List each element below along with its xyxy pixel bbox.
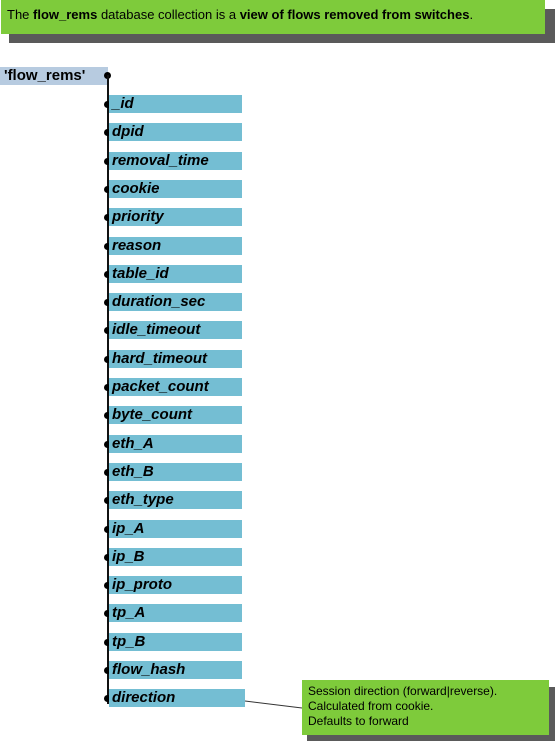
field-idle-timeout: idle_timeout — [109, 321, 242, 339]
header-note-collection: flow_rems — [33, 7, 98, 22]
field-tp-A: tp_A — [109, 604, 242, 622]
annotation-line-1: Session direction (forward|reverse). — [308, 684, 498, 698]
field-connector-dot — [104, 129, 111, 136]
field-connector-dot — [104, 667, 111, 674]
field-connector-dot — [104, 695, 111, 702]
field-ip-A: ip_A — [109, 520, 242, 538]
header-note-prefix: The — [7, 7, 34, 22]
field-eth-B: eth_B — [109, 463, 242, 481]
field-connector-dot — [104, 158, 111, 165]
field-reason: reason — [109, 237, 242, 255]
field-connector-dot — [104, 384, 111, 391]
field-connector-dot — [104, 243, 111, 250]
field-connector-dot — [104, 214, 111, 221]
field-ip-proto: ip_proto — [109, 576, 242, 594]
field-connector-dot — [104, 554, 111, 561]
direction-annotation: Session direction (forward|reverse). Cal… — [302, 680, 549, 735]
field-cookie: cookie — [109, 180, 242, 198]
field-table-id: table_id — [109, 265, 242, 283]
field-connector-dot — [104, 441, 111, 448]
field-direction: direction — [109, 689, 245, 707]
header-note-suffix: . — [469, 7, 474, 22]
annotation-line-3: Defaults to forward — [308, 714, 409, 728]
field-hard-timeout: hard_timeout — [109, 350, 242, 368]
field-eth-A: eth_A — [109, 435, 242, 453]
field-connector-dot — [104, 271, 111, 278]
field-byte-count: byte_count — [109, 406, 242, 424]
field-priority: priority — [109, 208, 242, 226]
field-connector-dot — [104, 639, 111, 646]
field-eth-type: eth_type — [109, 491, 242, 509]
field-connector-dot — [104, 186, 111, 193]
field-connector-dot — [104, 610, 111, 617]
field-connector-dot — [104, 356, 111, 363]
header-note-shadow: The flow_rems database collection is a v… — [1, 0, 555, 43]
field-connector-dot — [104, 582, 111, 589]
field-flow-hash: flow_hash — [109, 661, 242, 679]
field-packet-count: packet_count — [109, 378, 242, 396]
header-note-emphasis: view of flows removed from switches — [239, 7, 470, 22]
header-note-middle: database collection is a — [97, 7, 240, 22]
field-ip-B: ip_B — [109, 548, 242, 566]
field-connector-dot — [104, 101, 111, 108]
field-removal-time: removal_time — [109, 152, 242, 170]
annotation-line-2: Calculated from cookie. — [308, 699, 434, 713]
field-tp-B: tp_B — [109, 633, 242, 651]
field-dpid: dpid — [109, 123, 242, 141]
field-connector-dot — [104, 327, 111, 334]
collection-root: 'flow_rems' — [0, 67, 108, 85]
header-note: The flow_rems database collection is a v… — [1, 0, 545, 34]
field-connector-dot — [104, 526, 111, 533]
field-connector-dot — [104, 412, 111, 419]
field-connector-dot — [104, 497, 111, 504]
field-duration-sec: duration_sec — [109, 293, 242, 311]
field-id: _id — [109, 95, 242, 113]
field-connector-dot — [104, 469, 111, 476]
field-connector-dot — [104, 299, 111, 306]
